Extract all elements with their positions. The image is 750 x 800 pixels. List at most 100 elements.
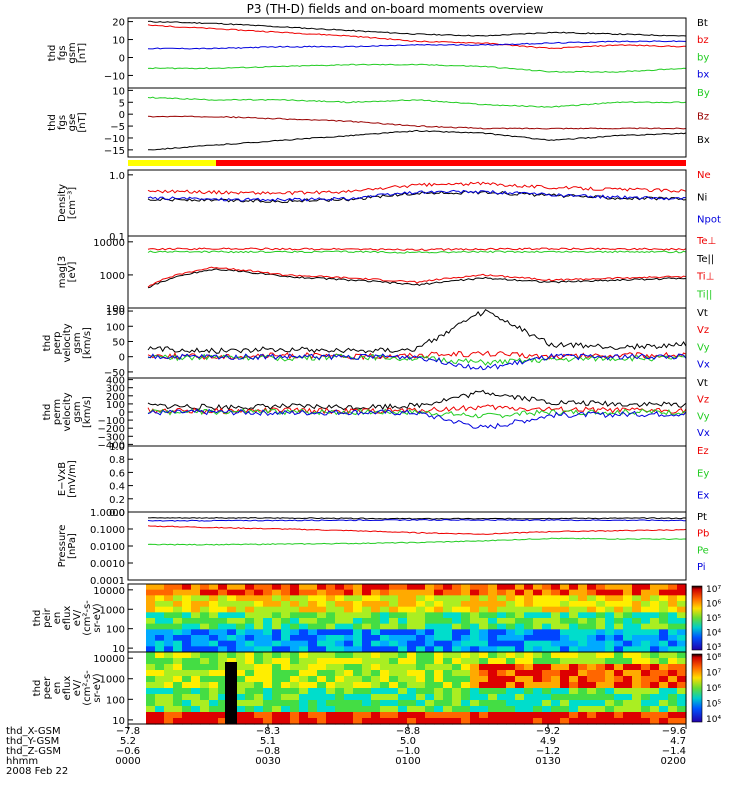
peer-cell [335, 676, 345, 683]
peer-cell [146, 658, 156, 665]
peir-cell [290, 589, 300, 596]
peer-cell [515, 694, 525, 701]
peer-cell [308, 658, 318, 665]
peir-cell [308, 589, 318, 596]
peir-cell [245, 612, 255, 619]
peir-cell [488, 646, 498, 653]
peer-cell [290, 682, 300, 689]
peer-cell [470, 652, 480, 659]
peir-cell [668, 612, 678, 619]
peer-cell [533, 706, 543, 713]
peer-cell [380, 706, 390, 713]
peer-cell [578, 658, 588, 665]
peer-cell [542, 658, 552, 665]
peer-cell [668, 682, 678, 689]
peer-cell [155, 670, 165, 677]
peer-cell [569, 694, 579, 701]
temperature-ytick-label: 10000 [93, 238, 125, 249]
peir-cell [227, 606, 237, 613]
peer-cell [416, 706, 426, 713]
peir-cell [335, 584, 345, 591]
peir-cell [227, 623, 237, 630]
peir-ylabel: eflux [62, 606, 73, 631]
peer-cell [659, 664, 669, 671]
peer-data-gap [225, 662, 237, 724]
peer-cell [587, 700, 597, 707]
peer-cell [641, 664, 651, 671]
peer-cell [344, 664, 354, 671]
peir-cell [398, 595, 408, 602]
peir-cell [308, 623, 318, 630]
peir-cell [479, 635, 489, 642]
fgs-gsm-legend-by: by [697, 52, 709, 63]
peir-cell [677, 584, 687, 591]
peir-cell [668, 606, 678, 613]
peer-cell [470, 688, 480, 695]
density-ytick-label: 0.1 [109, 232, 125, 243]
peir-cell [290, 640, 300, 647]
peir-cell [614, 606, 624, 613]
perm-velocity-ytick-label: 400 [106, 376, 125, 387]
peir-cell [182, 629, 192, 636]
peir-cell [551, 612, 561, 619]
peer-cell [344, 658, 354, 665]
ephem-value-y: 4.9 [540, 736, 556, 747]
peir-cell [632, 618, 642, 625]
peir-cell [668, 618, 678, 625]
peer-cell [263, 694, 273, 701]
peir-cell [524, 629, 534, 636]
peer-cell [452, 664, 462, 671]
peer-cell [173, 694, 183, 701]
fgs-gse-ylabel: gse [67, 114, 78, 132]
peir-cell [209, 635, 219, 642]
peir-cell [632, 646, 642, 653]
peir-cell [335, 623, 345, 630]
peir-cell [677, 640, 687, 647]
peir-cell [560, 640, 570, 647]
peir-cell [551, 589, 561, 596]
peer-cell [281, 664, 291, 671]
peir-cell [614, 618, 624, 625]
temperature-series-ti [147, 250, 687, 254]
peir-cell [416, 612, 426, 619]
peer-cell [614, 688, 624, 695]
peer-cell [533, 718, 543, 725]
peer-cell [632, 682, 642, 689]
peer-cell [398, 670, 408, 677]
peir-cell [605, 623, 615, 630]
pressure-ytick-label: 0.0001 [90, 576, 125, 587]
pressure-legend-pt: Pt [697, 512, 707, 523]
peer-cell [380, 718, 390, 725]
peir-cell [173, 629, 183, 636]
peir-cell [353, 640, 363, 647]
peir-cell [353, 635, 363, 642]
pressure-ylabel: [nPa] [67, 533, 78, 559]
peir-colorbar-label: 10⁶ [706, 600, 721, 610]
peir-cell [191, 584, 201, 591]
peir-cell [389, 595, 399, 602]
peir-cell [182, 640, 192, 647]
peer-cell [488, 718, 498, 725]
peer-cell [146, 676, 156, 683]
peir-cell [677, 601, 687, 608]
peer-cell [290, 664, 300, 671]
peir-cell [272, 635, 282, 642]
peir-ylabel: peir [42, 607, 53, 627]
ephem-row-label: hhmm [6, 756, 38, 767]
peir-cell [335, 601, 345, 608]
peir-cell [614, 601, 624, 608]
peer-cell [524, 694, 534, 701]
peer-cell [299, 664, 309, 671]
peer-cell [641, 694, 651, 701]
peer-cell [560, 718, 570, 725]
peir-spectrogram [146, 584, 687, 653]
peir-cell [605, 584, 615, 591]
peer-cell [173, 658, 183, 665]
ephem-value-t: 0030 [255, 756, 280, 767]
peer-cell [209, 670, 219, 677]
peir-cell [146, 618, 156, 625]
peer-cell [524, 682, 534, 689]
peer-cell [506, 712, 516, 719]
